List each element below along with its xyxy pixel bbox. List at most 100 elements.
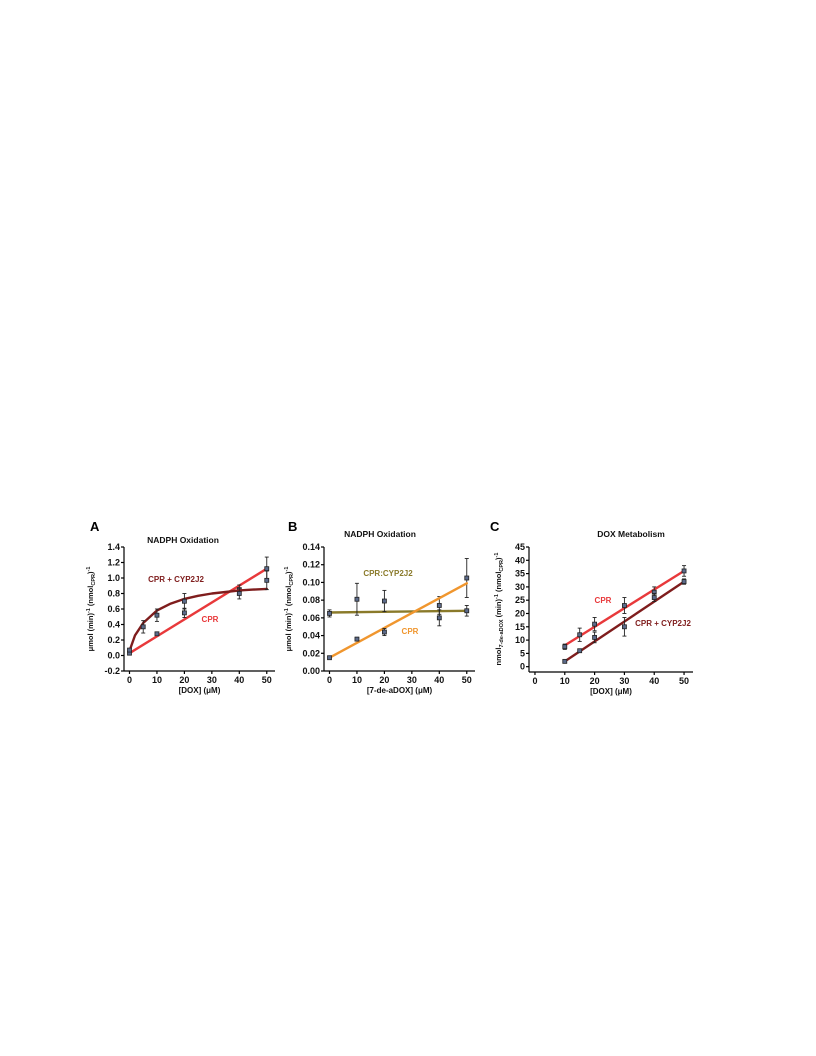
panel-letter: A bbox=[90, 519, 100, 534]
data-point bbox=[354, 596, 360, 602]
panel-letter: C bbox=[490, 519, 500, 534]
data-point bbox=[577, 632, 583, 638]
x-tick-label: 30 bbox=[207, 675, 217, 685]
x-tick-label: 50 bbox=[679, 676, 689, 686]
x-tick-label: 0 bbox=[127, 675, 132, 685]
y-tick-label: 1.0 bbox=[107, 573, 120, 583]
x-tick-label: 40 bbox=[434, 675, 444, 685]
series-cpr: CPR bbox=[327, 582, 470, 661]
y-tick-label: 10 bbox=[515, 635, 525, 645]
data-point bbox=[327, 611, 332, 616]
data-point bbox=[562, 644, 568, 650]
chart-title: DOX Metabolism bbox=[597, 529, 665, 539]
data-point bbox=[354, 636, 360, 642]
y-tick-label: 30 bbox=[515, 582, 525, 592]
series-cpr-cyp2j2: CPR:CYP2J2 bbox=[327, 558, 470, 618]
series-label: CPR bbox=[595, 596, 612, 605]
x-tick-label: 20 bbox=[590, 676, 600, 686]
data-point bbox=[651, 595, 657, 600]
x-tick-label: 50 bbox=[462, 675, 472, 685]
data-point bbox=[381, 629, 387, 635]
x-axis-label: [DOX] (μM) bbox=[179, 686, 221, 695]
series-cpr: CPR bbox=[562, 565, 687, 650]
data-point bbox=[327, 655, 332, 661]
data-point bbox=[681, 579, 687, 584]
x-tick-label: 50 bbox=[262, 675, 272, 685]
data-point bbox=[562, 658, 568, 664]
y-axis-label: μmol (min)-1 (nmolCPR)-1 bbox=[86, 567, 97, 652]
y-axis-label: nmol7-de-aDOX (min)-1 (nmolCPR)-1 bbox=[494, 553, 505, 666]
data-point bbox=[181, 598, 187, 604]
data-point bbox=[181, 610, 187, 616]
x-tick-label: 30 bbox=[407, 675, 417, 685]
x-axis-label: [DOX] (μM) bbox=[590, 687, 632, 696]
fit-line bbox=[128, 567, 268, 655]
y-tick-label: 0.10 bbox=[302, 577, 320, 587]
y-tick-label: 20 bbox=[515, 608, 525, 618]
x-tick-label: 10 bbox=[560, 676, 570, 686]
fit-line bbox=[328, 609, 468, 614]
y-tick-label: -0.2 bbox=[104, 666, 120, 676]
data-point bbox=[464, 575, 470, 581]
x-tick-label: 0 bbox=[532, 676, 537, 686]
series-cpr-cyp2j2: CPR + CYP2J2 bbox=[562, 578, 691, 664]
data-point bbox=[592, 621, 597, 627]
data-point bbox=[127, 647, 132, 653]
x-tick-label: 20 bbox=[179, 675, 189, 685]
y-tick-label: 0.0 bbox=[107, 651, 120, 661]
data-point bbox=[436, 615, 442, 621]
y-tick-label: 1.4 bbox=[107, 542, 120, 552]
y-tick-label: 0.06 bbox=[302, 613, 320, 623]
data-point bbox=[681, 568, 687, 574]
data-point bbox=[577, 648, 583, 654]
data-point bbox=[154, 612, 160, 618]
y-tick-label: 0.12 bbox=[302, 560, 320, 570]
series-label: CPR bbox=[202, 615, 219, 624]
y-tick-label: 15 bbox=[515, 622, 525, 632]
y-tick-label: 0.08 bbox=[302, 595, 320, 605]
x-tick-label: 40 bbox=[234, 675, 244, 685]
x-tick-label: 0 bbox=[327, 675, 332, 685]
chart-title: NADPH Oxidation bbox=[147, 535, 219, 545]
y-tick-label: 40 bbox=[515, 555, 525, 565]
series-cpr-cyp2j2: CPR + CYP2J2 bbox=[127, 570, 270, 653]
y-tick-label: 0.2 bbox=[107, 635, 120, 645]
x-axis-label: [7-de-aDOX] (μM) bbox=[367, 686, 433, 695]
x-tick-label: 30 bbox=[619, 676, 629, 686]
y-tick-label: 0.02 bbox=[302, 648, 320, 658]
series-label: CPR + CYP2J2 bbox=[635, 619, 691, 628]
y-tick-label: 0.8 bbox=[107, 589, 120, 599]
chart-title: NADPH Oxidation bbox=[344, 529, 416, 539]
series-cpr: CPR bbox=[127, 556, 270, 656]
y-tick-label: 25 bbox=[515, 595, 525, 605]
y-tick-label: 35 bbox=[515, 569, 525, 579]
series-label: CPR:CYP2J2 bbox=[363, 569, 413, 578]
data-point bbox=[622, 603, 627, 608]
y-tick-label: 0.14 bbox=[302, 542, 320, 552]
data-point bbox=[381, 598, 387, 604]
fit-line bbox=[328, 582, 468, 659]
chart-panel-b: B NADPH Oxidation 0.00 0.02 0.04 0.06 0.08 0.10… bbox=[284, 519, 475, 695]
data-point bbox=[140, 624, 146, 630]
data-point bbox=[264, 566, 270, 572]
y-tick-label: 1.2 bbox=[107, 558, 120, 568]
y-tick-label: 0.6 bbox=[107, 604, 120, 614]
panel-letter: B bbox=[288, 519, 297, 534]
data-point bbox=[464, 608, 470, 614]
x-tick-label: 10 bbox=[352, 675, 362, 685]
y-tick-label: 5 bbox=[520, 648, 525, 658]
data-point bbox=[592, 635, 597, 640]
data-point bbox=[236, 591, 242, 596]
y-axis-label: μmol (min)-1 (nmolCPR)-1 bbox=[284, 567, 295, 652]
data-point bbox=[622, 624, 627, 630]
chart-panel-a: A NADPH Oxidation -0.2 0.0 0.2 0.4 0.6 0.8 1.0 1.… bbox=[86, 519, 275, 695]
series-label: CPR + CYP2J2 bbox=[148, 575, 204, 584]
x-tick-label: 10 bbox=[152, 675, 162, 685]
data-point bbox=[436, 603, 442, 608]
y-tick-label: 45 bbox=[515, 542, 525, 552]
data-point bbox=[264, 577, 270, 583]
y-tick-label: 0.04 bbox=[302, 631, 320, 641]
series-label: CPR bbox=[402, 627, 419, 636]
y-tick-label: 0.00 bbox=[302, 666, 320, 676]
